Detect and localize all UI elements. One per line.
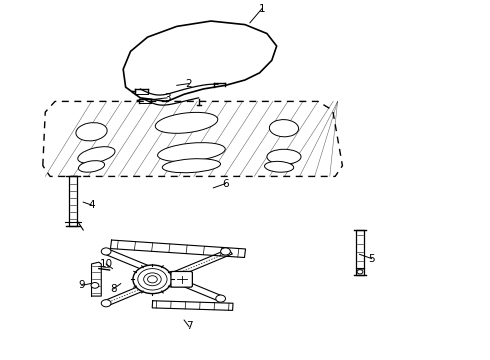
Polygon shape bbox=[92, 262, 101, 296]
Ellipse shape bbox=[78, 161, 104, 172]
Circle shape bbox=[91, 283, 99, 288]
Polygon shape bbox=[104, 249, 222, 301]
Text: 9: 9 bbox=[78, 280, 85, 291]
Text: 3: 3 bbox=[164, 93, 171, 103]
Polygon shape bbox=[110, 240, 245, 257]
Ellipse shape bbox=[76, 123, 107, 141]
FancyBboxPatch shape bbox=[171, 271, 193, 287]
Ellipse shape bbox=[265, 161, 294, 172]
Polygon shape bbox=[356, 230, 364, 275]
Text: 7: 7 bbox=[186, 321, 192, 332]
Circle shape bbox=[220, 248, 230, 255]
Polygon shape bbox=[104, 249, 232, 306]
Circle shape bbox=[133, 265, 172, 294]
Ellipse shape bbox=[162, 159, 220, 173]
Ellipse shape bbox=[78, 147, 115, 163]
Text: 5: 5 bbox=[368, 253, 375, 264]
Polygon shape bbox=[152, 301, 233, 310]
Text: 1: 1 bbox=[259, 4, 266, 14]
Ellipse shape bbox=[158, 143, 225, 162]
Polygon shape bbox=[69, 176, 77, 226]
Text: 6: 6 bbox=[222, 179, 229, 189]
Circle shape bbox=[101, 300, 111, 307]
Ellipse shape bbox=[270, 120, 298, 137]
Circle shape bbox=[216, 295, 225, 302]
Text: 2: 2 bbox=[186, 78, 192, 89]
Circle shape bbox=[101, 248, 111, 255]
Text: 10: 10 bbox=[99, 259, 113, 269]
Ellipse shape bbox=[267, 149, 301, 164]
Text: 4: 4 bbox=[88, 200, 95, 210]
Ellipse shape bbox=[155, 112, 218, 133]
Text: 8: 8 bbox=[110, 284, 117, 294]
Ellipse shape bbox=[357, 270, 363, 274]
